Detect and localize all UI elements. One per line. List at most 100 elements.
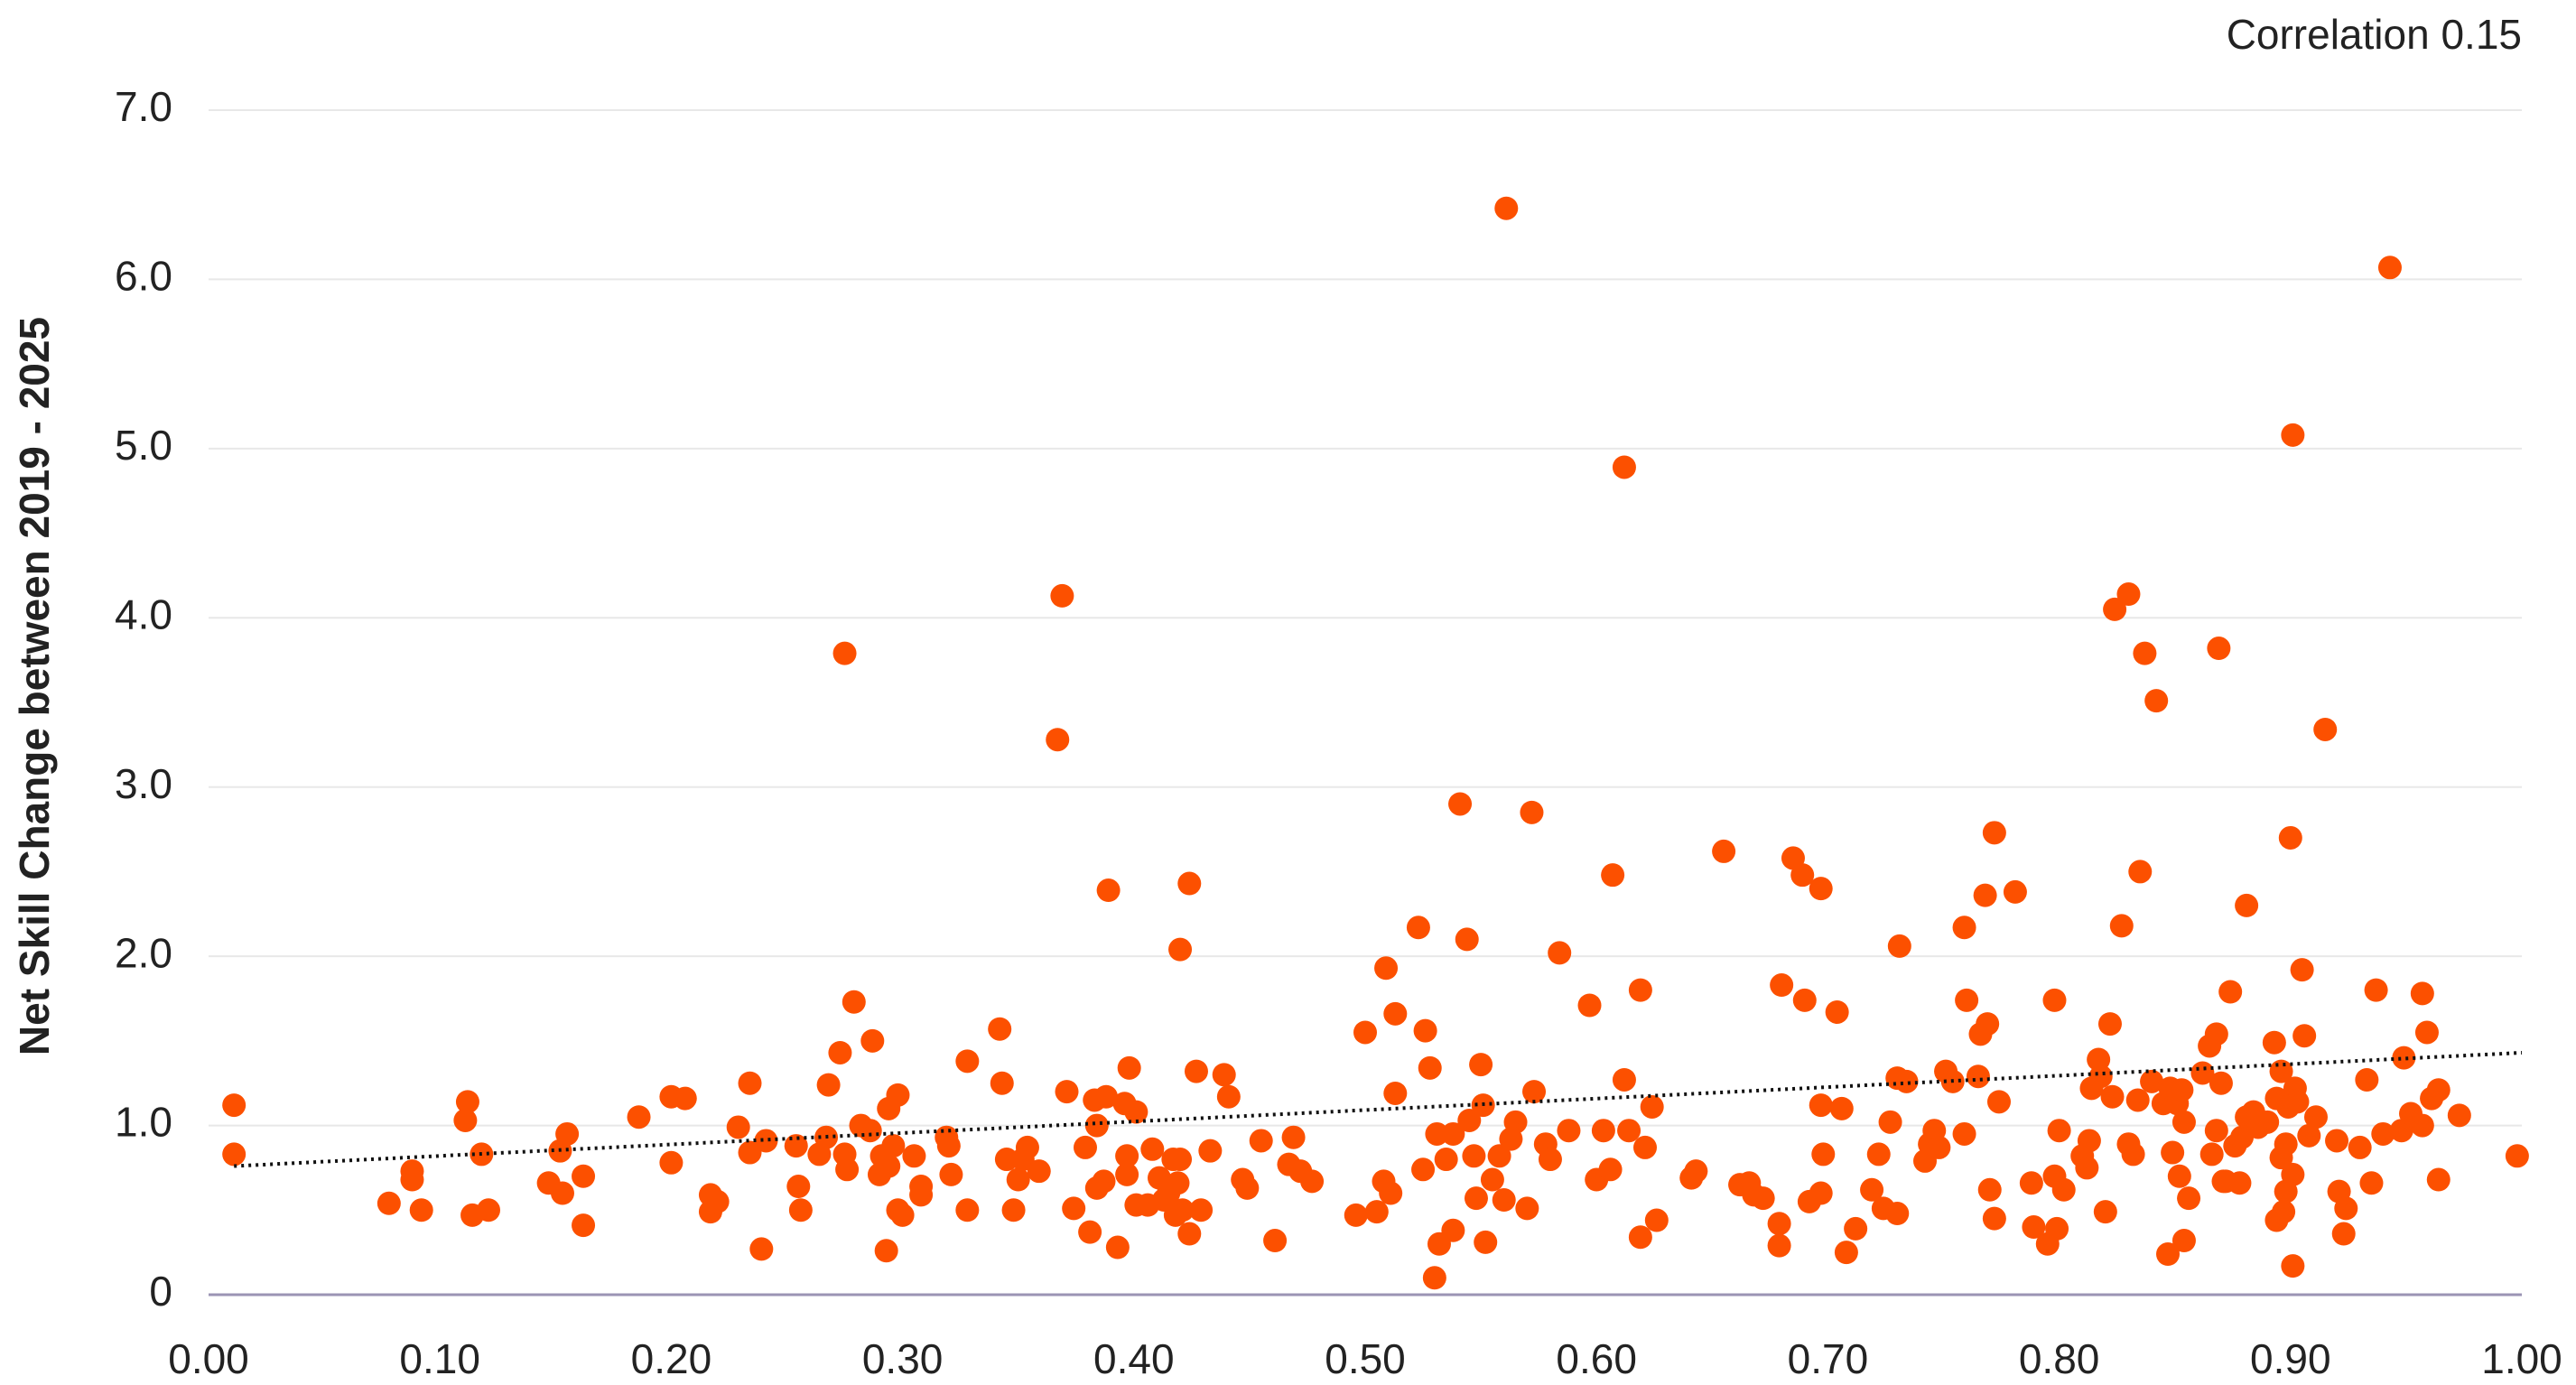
point bbox=[1006, 1167, 1030, 1192]
point bbox=[874, 1239, 898, 1263]
point bbox=[1166, 1171, 1190, 1195]
point bbox=[1249, 1129, 1273, 1153]
point bbox=[1751, 1186, 1775, 1211]
point bbox=[1212, 1063, 1236, 1087]
point bbox=[2414, 1020, 2439, 1045]
point bbox=[2003, 879, 2027, 904]
point bbox=[2290, 958, 2314, 982]
point bbox=[1015, 1135, 1039, 1159]
point bbox=[2022, 1215, 2046, 1240]
point bbox=[1976, 1012, 2000, 1036]
point bbox=[222, 1142, 246, 1167]
point bbox=[2019, 1171, 2043, 1195]
point bbox=[881, 1134, 906, 1158]
point bbox=[1577, 993, 1602, 1018]
x-tick-label: 0.90 bbox=[2250, 1335, 2331, 1382]
point bbox=[909, 1175, 934, 1199]
point bbox=[455, 1090, 479, 1114]
point bbox=[1809, 877, 1833, 901]
point bbox=[1073, 1135, 1097, 1159]
point bbox=[988, 1017, 1012, 1041]
point bbox=[1494, 196, 1519, 220]
point bbox=[1353, 1020, 1377, 1045]
point bbox=[2103, 597, 2127, 621]
point bbox=[1927, 1135, 1951, 1159]
point bbox=[2410, 981, 2434, 1006]
point bbox=[222, 1093, 246, 1118]
point bbox=[2377, 256, 2402, 280]
point bbox=[1383, 1081, 1408, 1105]
point bbox=[1096, 878, 1121, 903]
point bbox=[2109, 914, 2134, 938]
point bbox=[2281, 423, 2305, 447]
point bbox=[749, 1237, 774, 1261]
point bbox=[1986, 1090, 2011, 1114]
point bbox=[1441, 1121, 1465, 1146]
point bbox=[939, 1162, 963, 1186]
x-tick-label: 0.30 bbox=[862, 1335, 944, 1382]
point bbox=[1078, 1220, 1102, 1244]
point bbox=[1770, 973, 1794, 998]
point bbox=[2093, 1200, 2117, 1224]
point bbox=[2204, 1119, 2228, 1143]
point bbox=[832, 1142, 857, 1167]
point bbox=[1422, 1266, 1446, 1290]
point bbox=[2047, 1119, 2071, 1143]
point bbox=[1480, 1167, 1504, 1192]
point bbox=[2313, 717, 2338, 741]
point bbox=[453, 1108, 478, 1132]
point bbox=[1633, 1135, 1658, 1159]
point bbox=[1189, 1198, 1214, 1222]
point bbox=[1640, 1094, 1664, 1119]
point bbox=[1418, 1055, 1442, 1080]
point bbox=[1767, 1233, 1791, 1258]
point bbox=[1557, 1119, 1581, 1143]
point bbox=[2204, 1022, 2228, 1046]
point bbox=[1177, 871, 1202, 896]
point bbox=[2274, 1132, 2298, 1157]
point bbox=[994, 1148, 1018, 1172]
point bbox=[2426, 1167, 2450, 1192]
point bbox=[832, 641, 857, 665]
point bbox=[1955, 988, 1979, 1012]
point bbox=[400, 1167, 424, 1192]
point bbox=[1300, 1169, 1325, 1194]
point bbox=[1628, 978, 1652, 1002]
point bbox=[1115, 1144, 1139, 1168]
point bbox=[2075, 1156, 2099, 1180]
point bbox=[1281, 1125, 1306, 1149]
point bbox=[2355, 1067, 2379, 1092]
y-tick-label: 6.0 bbox=[115, 253, 172, 300]
point bbox=[1235, 1176, 1260, 1200]
point bbox=[1462, 1144, 1486, 1168]
point bbox=[1448, 792, 1473, 816]
point bbox=[902, 1144, 926, 1168]
point bbox=[2292, 1024, 2317, 1048]
point bbox=[1973, 883, 1997, 907]
point bbox=[1115, 1162, 1139, 1186]
point bbox=[555, 1121, 580, 1146]
annotation: Correlation 0.15 bbox=[2227, 11, 2522, 58]
point bbox=[1515, 1196, 1539, 1221]
point bbox=[2218, 980, 2243, 1004]
point bbox=[2392, 1046, 2416, 1070]
point bbox=[1792, 988, 1817, 1012]
point bbox=[2278, 825, 2302, 850]
point bbox=[627, 1105, 651, 1129]
point bbox=[1538, 1148, 1562, 1172]
point bbox=[2281, 1254, 2305, 1278]
point bbox=[1198, 1139, 1223, 1163]
point bbox=[409, 1198, 433, 1222]
point bbox=[2209, 1071, 2233, 1095]
point bbox=[2207, 637, 2231, 661]
y-tick-label: 2.0 bbox=[115, 929, 172, 976]
point bbox=[1425, 1121, 1449, 1146]
point bbox=[738, 1140, 762, 1165]
x-tick-label: 0.10 bbox=[399, 1335, 480, 1382]
point bbox=[2227, 1171, 2252, 1195]
point bbox=[1379, 1181, 1403, 1205]
point bbox=[860, 1028, 885, 1053]
point bbox=[659, 1150, 684, 1175]
point bbox=[1825, 999, 1849, 1024]
point bbox=[1055, 1080, 1079, 1104]
